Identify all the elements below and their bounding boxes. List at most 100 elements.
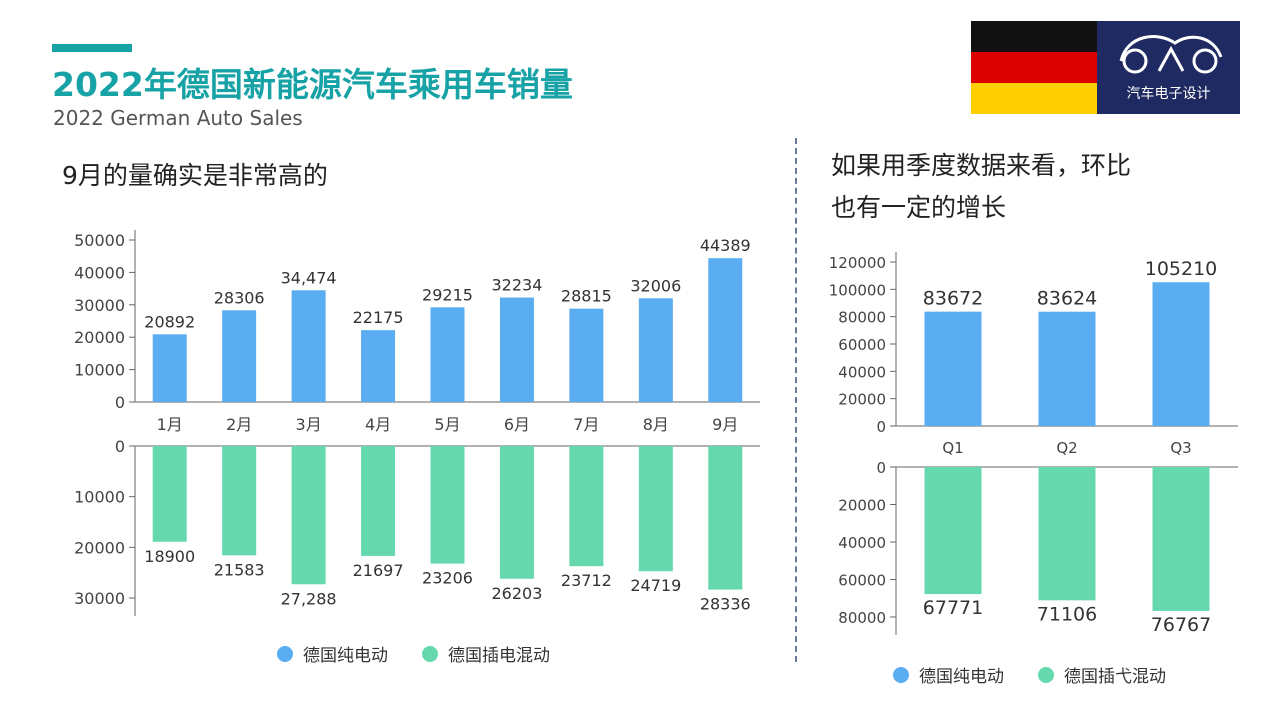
chart0-phev-bar-4	[430, 446, 465, 564]
page-subtitle: 2022 German Auto Sales	[53, 106, 303, 130]
chart1-category-label-1: Q2	[1056, 439, 1077, 457]
chart0-bev-bar-8	[708, 258, 743, 402]
chart1-top-ytick-label: 100000	[829, 281, 886, 299]
legend-item-bev-right: 德国纯电动	[893, 662, 1004, 687]
chart0-phev-bar-1	[222, 446, 257, 556]
chart1-top-ytick-label: 20000	[838, 391, 886, 409]
legend-item-phev-right: 德国插弋混动	[1038, 662, 1166, 687]
chart0-category-label-2: 3月	[296, 415, 322, 434]
chart1-bottom-ytick-label: 0	[876, 459, 886, 477]
left-heading: 9月的量确实是非常高的	[62, 161, 328, 190]
title-accent-bar	[52, 44, 132, 52]
chart0-bev-data-label-6: 28815	[561, 287, 612, 306]
chart0-bev-data-label-7: 32006	[630, 276, 681, 295]
chart0-phev-data-label-4: 23206	[422, 569, 473, 588]
germany-flag	[971, 21, 1097, 114]
chart0-category-label-8: 9月	[712, 415, 738, 434]
chart1-top-ytick-label: 0	[876, 418, 886, 436]
chart0-bottom-ytick-label: 20000	[74, 538, 125, 557]
chart1-category-label-0: Q1	[942, 439, 963, 457]
chart0-bottom-ytick-label: 0	[115, 437, 125, 456]
chart1-category-label-2: Q3	[1170, 439, 1191, 457]
left-legend: 德国纯电动 德国插电混动	[277, 641, 550, 666]
legend-label-phev: 德国插电混动	[448, 646, 550, 666]
chart1-phev-data-label-0: 67771	[923, 597, 983, 619]
chart1-bottom-ytick-label: 60000	[838, 572, 886, 590]
chart0-category-label-1: 2月	[226, 415, 252, 434]
chart0-phev-bar-5	[499, 446, 534, 579]
chart1-bev-bar-2	[1152, 282, 1210, 426]
legend-item-phev: 德国插电混动	[422, 641, 550, 666]
chart0-bev-bar-5	[499, 297, 534, 402]
chart0-top-ytick-label: 50000	[74, 231, 125, 250]
chart0-bev-bar-7	[638, 298, 673, 402]
chart0-top-ytick-label: 0	[115, 393, 125, 412]
chart0-phev-bar-8	[708, 446, 743, 590]
chart0-bev-bar-1	[222, 310, 257, 402]
chart0-category-label-4: 5月	[434, 415, 460, 434]
legend-dot-phev-icon	[422, 645, 438, 662]
chart1-top-ytick-label: 60000	[838, 336, 886, 354]
chart1-phev-bar-2	[1152, 467, 1210, 611]
legend-label-phev-right: 德国插弋混动	[1064, 667, 1166, 687]
chart1-bev-data-label-0: 83672	[923, 288, 983, 310]
chart0-category-label-5: 6月	[504, 415, 530, 434]
flag-red-stripe	[971, 52, 1097, 83]
chart0-bev-bar-2	[291, 290, 326, 402]
chart0-phev-bar-0	[152, 446, 187, 542]
vertical-divider	[795, 138, 797, 662]
page-title: 2022年德国新能源汽车乘用车销量	[52, 65, 573, 104]
chart0-bev-data-label-5: 32234	[491, 276, 542, 295]
legend-item-bev: 德国纯电动	[277, 641, 388, 666]
chart0-phev-data-label-2: 27,288	[281, 589, 337, 608]
legend-dot-bev-right-icon	[893, 666, 909, 683]
chart1-top-ytick-label: 40000	[838, 363, 886, 381]
chart0-bottom-ytick-label: 30000	[74, 589, 125, 608]
chart0-top-ytick-label: 40000	[74, 263, 125, 282]
right-heading-line2: 也有一定的增长	[831, 193, 1007, 222]
chart1-phev-bar-0	[924, 467, 982, 595]
chart1-top-ytick-label: 120000	[829, 254, 886, 272]
chart0-category-label-7: 8月	[643, 415, 669, 434]
chart0-bev-data-label-4: 29215	[422, 285, 473, 304]
chart1-phev-bar-1	[1038, 467, 1096, 601]
chart1-bev-data-label-1: 83624	[1037, 288, 1097, 310]
brand-logo: 汽车电子设计	[1097, 21, 1240, 114]
chart0-phev-data-label-3: 21697	[353, 561, 404, 580]
chart0-category-label-3: 4月	[365, 415, 391, 434]
chart0-top-ytick-label: 30000	[74, 296, 125, 315]
chart0-phev-data-label-7: 24719	[630, 576, 681, 595]
legend-dot-phev-right-icon	[1038, 666, 1054, 683]
right-legend: 德国纯电动 德国插弋混动	[893, 662, 1166, 687]
chart1-bev-data-label-2: 105210	[1145, 258, 1218, 280]
chart1-bottom-ytick-label: 80000	[838, 609, 886, 627]
chart0-phev-data-label-1: 21583	[214, 560, 265, 579]
chart0-phev-data-label-5: 26203	[491, 584, 542, 603]
flag-black-stripe	[971, 21, 1097, 52]
chart0-bev-bar-4	[430, 307, 465, 402]
chart0-bev-bar-0	[152, 334, 187, 402]
chart0-category-label-0: 1月	[157, 415, 183, 434]
chart0-bev-data-label-3: 22175	[353, 308, 404, 327]
chart0-top-ytick-label: 20000	[74, 328, 125, 347]
chart1-phev-data-label-1: 71106	[1037, 603, 1097, 625]
chart0-phev-bar-7	[638, 446, 673, 572]
chart1-bottom-ytick-label: 40000	[838, 534, 886, 552]
chart1-bev-bar-1	[1038, 311, 1096, 426]
chart0-bottom-ytick-label: 10000	[74, 488, 125, 507]
car-logo-icon	[1119, 35, 1223, 74]
chart0-phev-data-label-6: 23712	[561, 571, 612, 590]
chart0-bev-bar-6	[569, 308, 604, 402]
chart1-bev-bar-0	[924, 311, 982, 426]
chart0-phev-bar-2	[291, 446, 326, 585]
chart0-phev-data-label-0: 18900	[144, 547, 195, 566]
chart0-phev-data-label-8: 28336	[700, 595, 751, 614]
logo-text: 汽车电子设计	[1126, 86, 1211, 102]
chart0-top-ytick-label: 10000	[74, 361, 125, 380]
chart0-bev-data-label-8: 44389	[700, 236, 751, 255]
legend-dot-bev-icon	[277, 645, 293, 662]
chart0-category-label-6: 7月	[573, 415, 599, 434]
chart0-bev-bar-3	[361, 330, 396, 402]
chart0-phev-bar-3	[361, 446, 396, 556]
